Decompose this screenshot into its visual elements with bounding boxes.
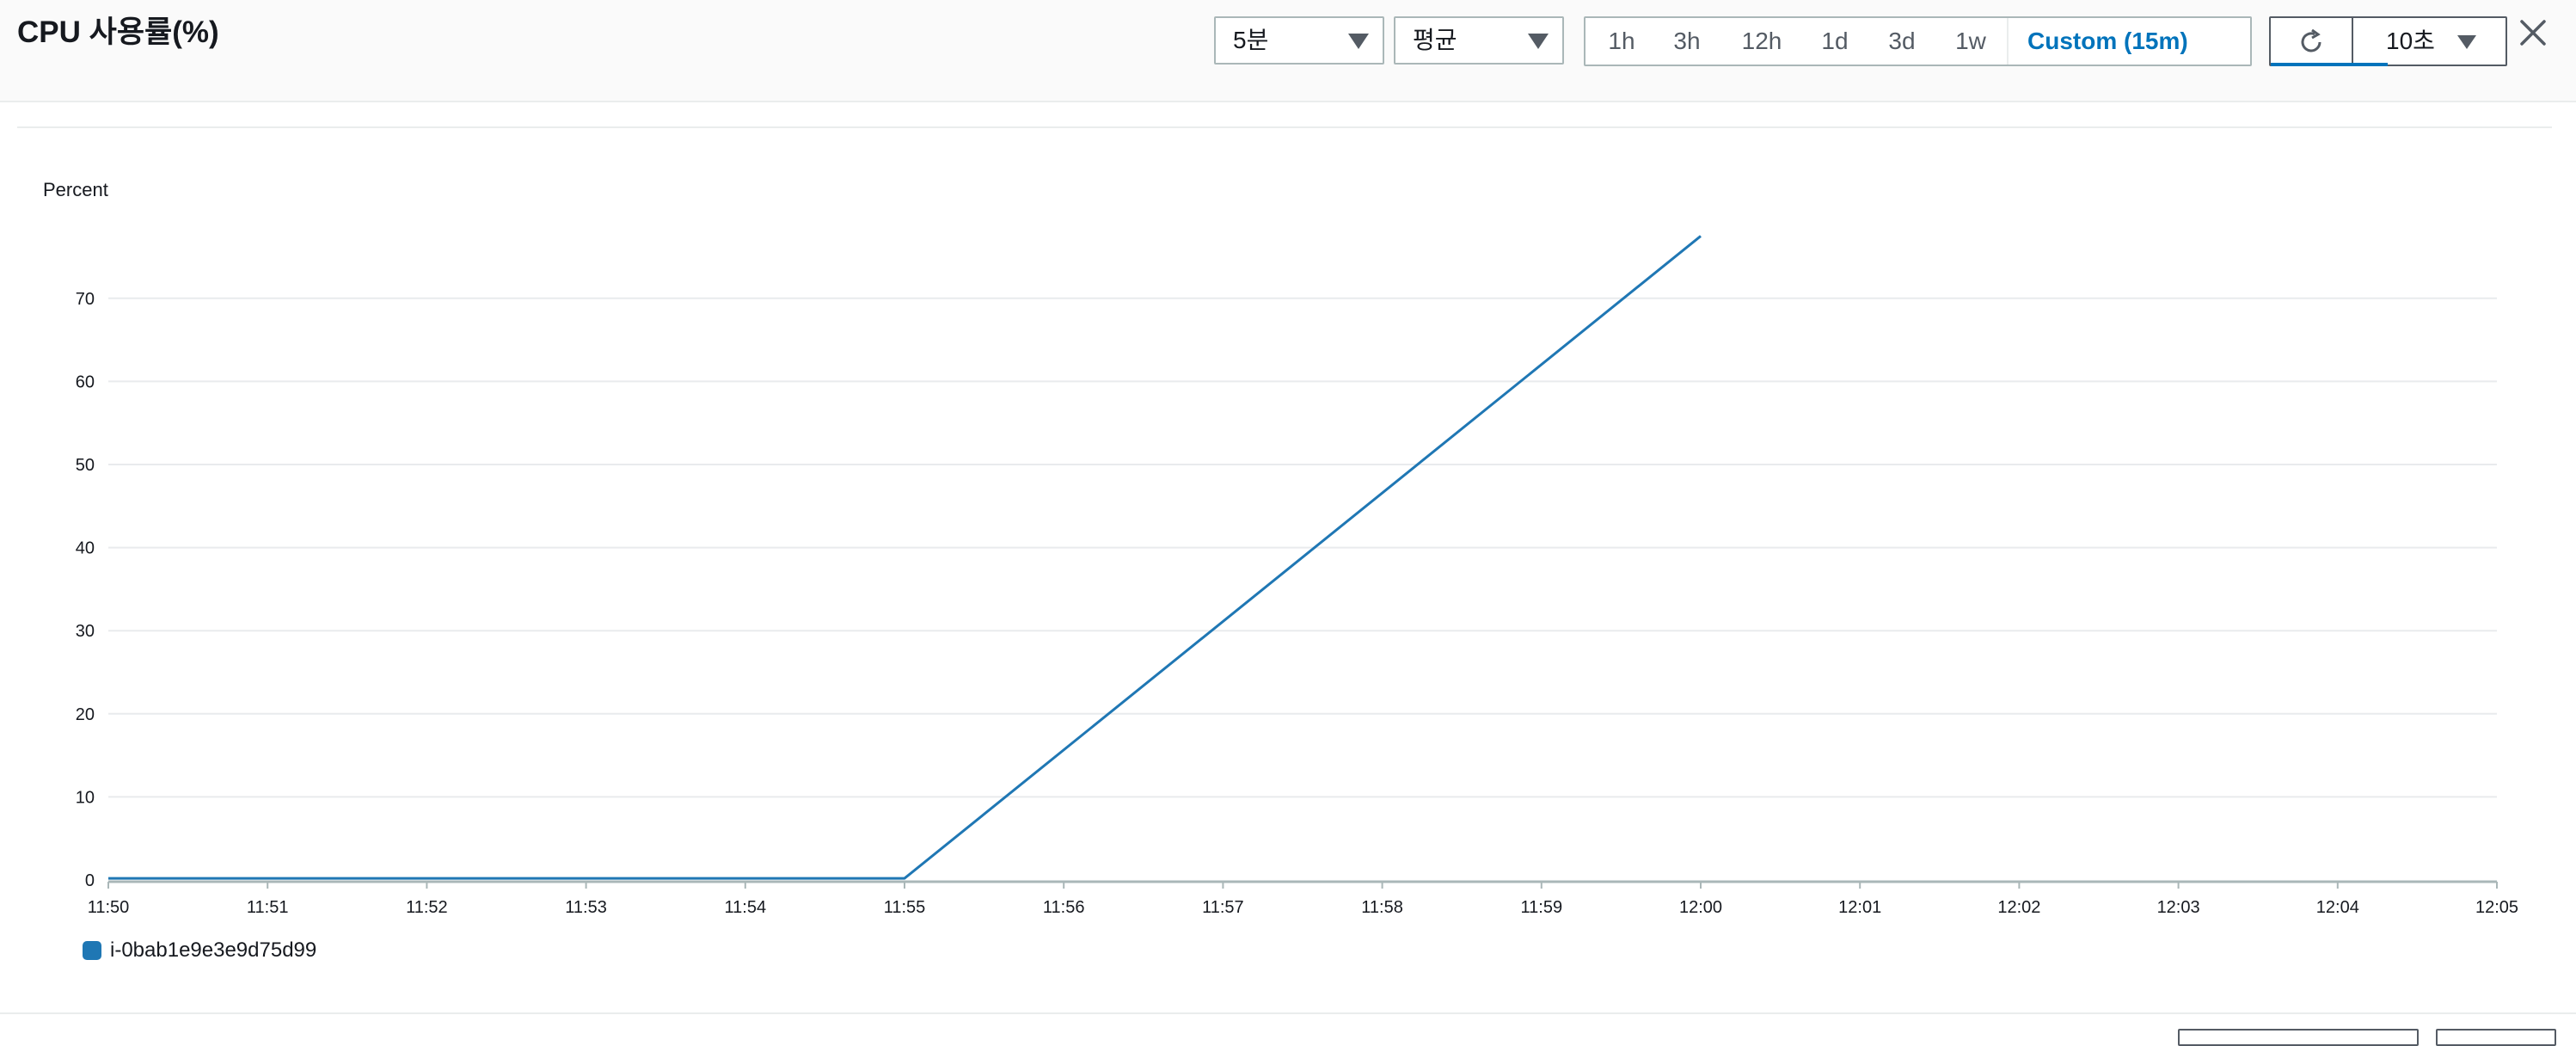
widget-title: CPU 사용률(%) (17, 12, 219, 53)
period-select[interactable]: 5분 (1214, 16, 1384, 65)
range-button-1w[interactable]: 1w (1941, 18, 2000, 65)
x-tick-label: 11:52 (406, 898, 448, 917)
range-button-3h[interactable]: 3h (1659, 18, 1714, 65)
footer-button[interactable] (2178, 1029, 2419, 1046)
statistic-select-value: 평균 (1413, 27, 1457, 53)
x-tick-label: 11:55 (884, 898, 926, 917)
x-tick-label: 12:01 (1838, 898, 1881, 917)
refresh-icon (2297, 28, 2326, 57)
x-tick-label: 11:58 (1361, 898, 1403, 917)
chevron-down-icon (2457, 35, 2476, 49)
refresh-interval-value: 10초 (2386, 18, 2435, 65)
x-tick-label: 12:03 (2157, 898, 2200, 917)
refresh-interval-select[interactable]: 10초 (2353, 18, 2505, 65)
divider (17, 126, 2552, 128)
x-tick-label: 11:50 (88, 898, 130, 917)
y-tick-label: 30 (76, 622, 95, 641)
legend-label: i-0bab1e9e3e9d75d99 (110, 938, 316, 963)
time-range-group: 1h 3h 12h 1d 3d 1w Custom (15m) (1584, 16, 2252, 66)
chevron-down-icon (1348, 34, 1369, 49)
x-tick-label: 11:56 (1043, 898, 1085, 917)
x-tick-label: 11:59 (1521, 898, 1563, 917)
range-button-3d[interactable]: 3d (1874, 18, 1929, 65)
widget-header: CPU 사용률(%) 5분 평균 1h 3h 12h 1d 3d 1w Cust… (0, 0, 2576, 102)
x-tick-label: 11:51 (247, 898, 289, 917)
footer-button[interactable] (2436, 1029, 2556, 1046)
period-select-value: 5분 (1233, 27, 1268, 53)
refresh-group: 10초 (2269, 16, 2507, 66)
y-tick-label: 50 (76, 456, 95, 475)
y-tick-label: 70 (76, 290, 95, 309)
y-tick-label: 60 (76, 372, 95, 391)
x-tick-label: 12:02 (1997, 898, 2040, 917)
range-button-12h[interactable]: 12h (1729, 18, 1794, 65)
series-line (108, 236, 1701, 878)
divider (0, 1012, 2576, 1014)
legend-swatch (83, 941, 101, 960)
x-tick-label: 11:53 (565, 898, 607, 917)
refresh-button[interactable] (2271, 18, 2353, 65)
x-tick-label: 11:54 (725, 898, 767, 917)
x-tick-label: 12:05 (2475, 898, 2518, 917)
range-custom-label: Custom (15m) (2027, 18, 2188, 65)
statistic-select[interactable]: 평균 (1394, 16, 1564, 65)
y-tick-label: 10 (76, 788, 95, 807)
x-tick-label: 11:57 (1202, 898, 1244, 917)
chevron-down-icon (1528, 34, 1549, 49)
cpu-line-chart: Percent 0 10 20 30 40 50 60 70 11:50 11:51 11:52 11:… (0, 129, 2576, 929)
x-tick-label: 12:04 (2316, 898, 2359, 917)
y-tick-label: 20 (76, 705, 95, 724)
y-axis-label: Percent (43, 179, 108, 200)
close-icon[interactable] (2518, 17, 2548, 48)
y-tick-label: 40 (76, 539, 95, 558)
y-tick-label: 0 (85, 871, 95, 890)
range-button-custom[interactable]: Custom (15m) (2007, 18, 2254, 65)
range-button-1h[interactable]: 1h (1594, 18, 1649, 65)
range-button-1d[interactable]: 1d (1807, 18, 1862, 65)
x-tick-label: 12:00 (1679, 898, 1722, 917)
